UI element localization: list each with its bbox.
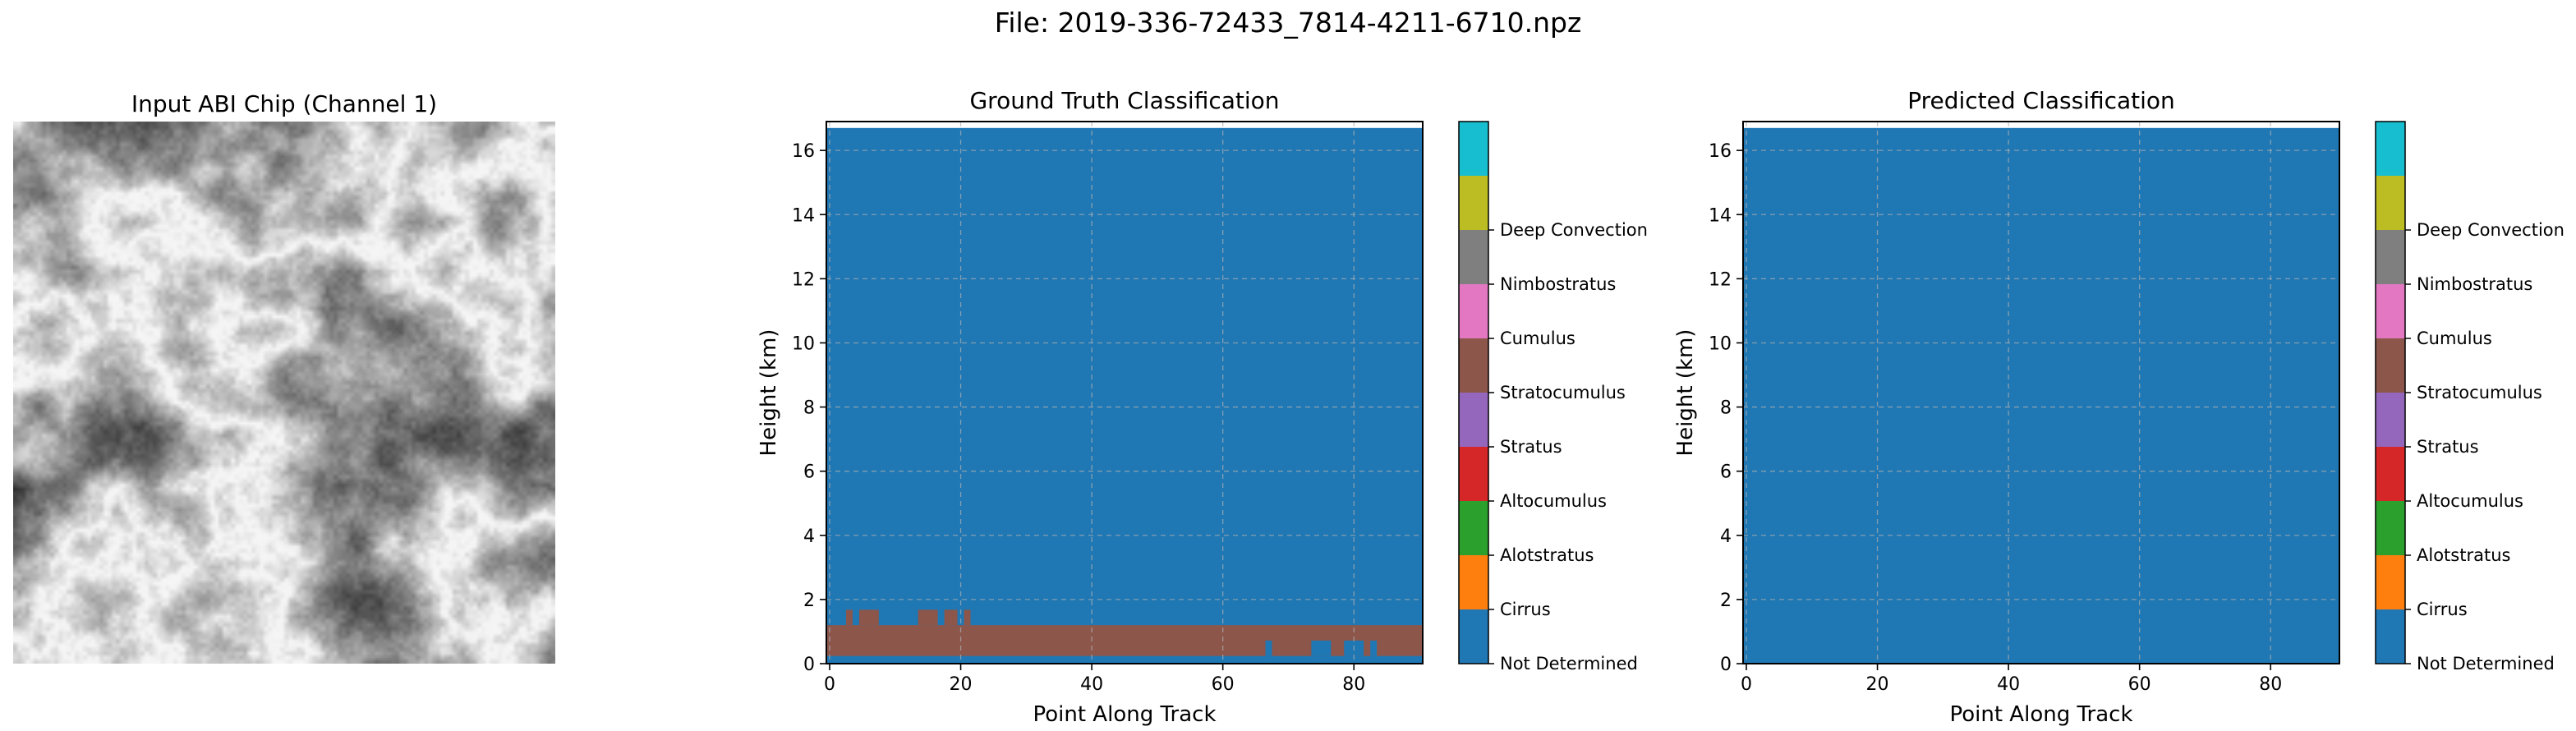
gt-ylabel: Height (km) — [757, 329, 781, 457]
figure-title: File: 2019-336-72433_7814-4211-6710.npz — [994, 7, 1582, 39]
pred-ylabel: Height (km) — [1673, 329, 1698, 457]
gt-ytick-label-12: 12 — [792, 269, 815, 290]
pred-ytick-label-8: 8 — [1720, 398, 1732, 419]
gt-colorbar-segment-7 — [1459, 230, 1488, 284]
gt-colorbar-segment-8 — [1459, 176, 1488, 230]
pred-xtick-label-80: 80 — [2259, 674, 2282, 695]
gt-colorbar-segment-5 — [1459, 338, 1488, 393]
gt-region-6 — [1265, 640, 1272, 656]
gt-colorbar-segment-3 — [1459, 447, 1488, 501]
gt-region-7 — [1311, 640, 1332, 656]
gt-xtick-label-0: 0 — [824, 674, 835, 695]
gt-region-1 — [845, 609, 853, 626]
gt-region-4 — [944, 609, 958, 626]
gt-colorbar-segment-0 — [1459, 609, 1488, 664]
pred-ytick-label-6: 6 — [1720, 462, 1732, 483]
pred-xtick-label-60: 60 — [2128, 674, 2151, 695]
pred-colorbar-segment-9 — [2376, 122, 2405, 176]
gt-field-background — [826, 127, 1423, 664]
pred-colorbar-segment-4 — [2376, 393, 2405, 447]
pred-colorbar-segment-6 — [2376, 284, 2405, 338]
pred-colorbar-segment-5 — [2376, 338, 2405, 393]
pred-ytick-label-2: 2 — [1720, 591, 1732, 611]
pred-ytick-label-4: 4 — [1720, 526, 1732, 547]
pred-ytick-label-16: 16 — [1709, 141, 1732, 162]
gt-region-2 — [858, 609, 879, 626]
gt-colorbar-label-5: Stratocumulus — [1500, 383, 1626, 402]
pred-colorbar-label-5: Stratocumulus — [2417, 383, 2542, 402]
pred-xtick-label-20: 20 — [1866, 674, 1889, 695]
pred-xtick-label-0: 0 — [1741, 674, 1752, 695]
gt-colorbar-segment-2 — [1459, 501, 1488, 555]
pred-colorbar-label-4: Stratus — [2417, 437, 2479, 457]
gt-ytick-label-8: 8 — [803, 398, 815, 419]
pred-xlabel: Point Along Track — [1949, 702, 2132, 727]
gt-colorbar-label-4: Stratus — [1500, 437, 1562, 457]
predicted-title: Predicted Classification — [1907, 87, 2175, 114]
pred-colorbar-label-0: Not Determined — [2417, 654, 2555, 674]
pred-field-background — [1743, 127, 2339, 664]
abi-chip-image — [13, 122, 555, 664]
gt-colorbar-label-1: Cirrus — [1500, 600, 1551, 619]
gt-xtick-label-60: 60 — [1212, 674, 1235, 695]
gt-xlabel: Point Along Track — [1033, 702, 1216, 727]
gt-ytick-label-6: 6 — [803, 462, 815, 483]
chip-title: Input ABI Chip (Channel 1) — [131, 90, 438, 117]
gt-xtick-label-80: 80 — [1342, 674, 1365, 695]
gt-colorbar-label-3: Altocumulus — [1500, 491, 1607, 511]
gt-xtick-label-40: 40 — [1080, 674, 1103, 695]
gt-ytick-label-4: 4 — [803, 526, 815, 547]
pred-colorbar-segment-8 — [2376, 176, 2405, 230]
pred-ytick-label-10: 10 — [1709, 333, 1732, 354]
pred-axes-frame — [1742, 121, 2340, 664]
gt-colorbar-segment-9 — [1459, 122, 1488, 176]
gt-colorbar-label-6: Cumulus — [1500, 329, 1576, 348]
gt-ytick-label-10: 10 — [792, 333, 815, 354]
gt-region-5 — [964, 609, 971, 626]
gt-colorbar-segment-6 — [1459, 284, 1488, 338]
gt-ytick-label-14: 14 — [792, 205, 815, 226]
gt-region-3 — [918, 609, 938, 626]
gt-colorbar-segment-4 — [1459, 393, 1488, 447]
gt-ytick-label-16: 16 — [792, 141, 815, 162]
gt-xtick-label-20: 20 — [950, 674, 973, 695]
pred-xtick-label-40: 40 — [1997, 674, 2020, 695]
pred-colorbar-segment-7 — [2376, 230, 2405, 284]
gt-colorbar-label-2: Alotstratus — [1500, 545, 1594, 565]
pred-ytick-label-12: 12 — [1709, 269, 1732, 290]
gt-ytick-label-0: 0 — [803, 655, 815, 675]
gt-ytick-label-2: 2 — [803, 591, 815, 611]
pred-ytick-label-0: 0 — [1720, 655, 1732, 675]
pred-colorbar-label-6: Cumulus — [2417, 329, 2492, 348]
gt-region-9 — [1370, 640, 1378, 656]
pred-colorbar-label-3: Altocumulus — [2417, 491, 2523, 511]
pred-ytick-label-14: 14 — [1709, 205, 1732, 226]
pred-colorbar-segment-0 — [2376, 609, 2405, 664]
pred-colorbar-segment-1 — [2376, 555, 2405, 609]
gt-colorbar-segment-1 — [1459, 555, 1488, 609]
pred-colorbar-label-7: Nimbostratus — [2417, 274, 2532, 294]
gt-colorbar-label-0: Not Determined — [1500, 654, 1638, 674]
ground-truth-title: Ground Truth Classification — [969, 87, 1280, 114]
gt-colorbar-label-7: Nimbostratus — [1500, 274, 1616, 294]
gt-region-0 — [826, 625, 1423, 656]
pred-colorbar-label-1: Cirrus — [2417, 600, 2468, 619]
pred-colorbar-label-8: Deep Convection — [2417, 220, 2564, 240]
pred-colorbar-segment-3 — [2376, 447, 2405, 501]
gt-axes-frame — [826, 121, 1424, 664]
pred-colorbar-segment-2 — [2376, 501, 2405, 555]
gt-colorbar-label-8: Deep Convection — [1500, 220, 1648, 240]
pred-colorbar-label-2: Alotstratus — [2417, 545, 2510, 565]
